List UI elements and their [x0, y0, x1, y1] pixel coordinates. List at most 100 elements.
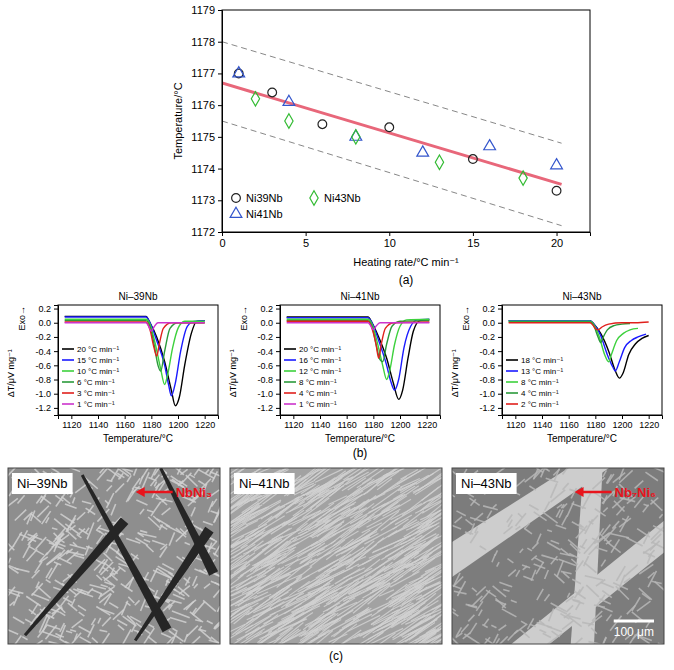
tick-label: 1160	[559, 420, 578, 430]
micrograph-texture	[614, 501, 625, 512]
micrograph-texture	[73, 542, 77, 546]
legend-label: Ni39Nb	[246, 192, 283, 204]
micrograph-texture	[107, 480, 113, 481]
micrograph-texture	[592, 515, 598, 521]
tick-label: 0.0	[38, 318, 51, 328]
micrograph-texture	[350, 508, 366, 519]
micrograph-texture	[70, 545, 87, 549]
micrograph-texture	[73, 555, 84, 558]
micrograph-texture	[66, 631, 72, 633]
micrograph-texture	[523, 566, 527, 570]
micrograph-texture	[476, 587, 485, 596]
micrograph-texture	[563, 483, 569, 490]
tick: -0.6	[257, 361, 280, 371]
micrograph-texture	[230, 534, 256, 551]
xticks-axis: 05101520	[219, 232, 590, 249]
micrograph-texture	[92, 638, 98, 643]
micrograph-texture	[100, 468, 107, 473]
tick-mark	[595, 415, 596, 419]
tick-mark	[151, 415, 152, 419]
tick: -0.4	[257, 347, 280, 357]
micrograph-texture	[305, 617, 332, 637]
micrograph-texture	[8, 589, 23, 593]
tick-label: -1.2	[479, 403, 495, 413]
arrow	[581, 491, 612, 494]
micrograph-texture	[507, 559, 513, 563]
tick-mark	[276, 394, 280, 395]
micrograph-texture	[470, 531, 478, 543]
tick: 1200	[612, 415, 632, 430]
micrograph-texture	[230, 556, 242, 565]
tick-label: 1220	[195, 420, 215, 430]
micrograph-texture	[551, 490, 565, 502]
micrograph-texture	[480, 590, 490, 602]
micrograph-texture	[199, 629, 211, 639]
legend-label: 2 °C min⁻¹	[521, 400, 559, 409]
tick: -0.8	[35, 375, 58, 385]
micrograph-texture	[116, 468, 131, 475]
micrograph-texture	[415, 563, 442, 588]
micrograph-texture	[251, 516, 284, 536]
micrograph-texture	[255, 591, 280, 609]
micrograph-texture	[138, 533, 156, 537]
tick: -1.2	[479, 403, 502, 413]
micrograph-texture	[136, 500, 147, 505]
micrograph-texture	[77, 534, 82, 538]
micrograph-texture	[579, 524, 584, 528]
tick-mark	[205, 415, 206, 419]
micrograph-texture	[415, 469, 442, 495]
tick-mark	[54, 365, 58, 366]
micrograph-texture	[539, 621, 544, 625]
tick: 1120	[284, 415, 303, 430]
micrograph-texture	[190, 475, 195, 478]
micrograph-texture	[524, 523, 529, 528]
micrograph-texture	[29, 609, 36, 614]
micrograph-texture	[534, 512, 547, 521]
micrograph-texture	[425, 604, 442, 621]
legend-line	[284, 403, 296, 405]
micrograph-texture	[8, 628, 18, 634]
micrograph-texture	[495, 550, 498, 555]
tick: 1220	[195, 415, 215, 430]
tick-mark	[218, 137, 222, 138]
micrograph-texture	[154, 482, 156, 487]
micrograph-texture	[589, 521, 594, 524]
tick-label: 10	[384, 237, 396, 249]
legend-label: 6 °C min⁻¹	[77, 378, 115, 387]
micrograph-texture	[353, 581, 372, 593]
micrograph-texture	[323, 487, 361, 516]
tick: 1172	[191, 226, 222, 238]
micrograph-texture	[327, 624, 357, 644]
micrograph-texture	[86, 508, 96, 514]
micrograph-texture	[528, 618, 534, 629]
tick: -0.2	[479, 332, 502, 342]
tick-mark	[498, 337, 502, 338]
micrograph-ground	[230, 468, 442, 644]
micrograph-texture	[525, 471, 540, 483]
micrograph-texture	[299, 554, 314, 564]
micrograph-texture	[328, 496, 347, 505]
micrograph-texture	[102, 617, 111, 626]
micrograph-texture	[159, 524, 162, 530]
micrograph-texture	[248, 573, 280, 593]
micrograph-texture	[487, 511, 492, 519]
micrograph-texture	[357, 478, 372, 487]
plot-frame	[502, 305, 662, 415]
legend-line	[506, 359, 518, 361]
tick-label: -0.6	[479, 361, 495, 371]
micrograph-texture	[600, 638, 606, 644]
axis-line	[503, 416, 663, 420]
tick-mark	[276, 408, 280, 409]
micrograph-texture	[416, 576, 442, 600]
tick-label: -1.2	[257, 403, 273, 413]
micrograph-texture	[46, 517, 49, 523]
legend-line	[506, 392, 518, 394]
micrograph-texture	[246, 592, 288, 615]
micrograph-texture	[104, 582, 112, 585]
micrograph-texture	[278, 602, 316, 623]
micrograph-texture	[494, 638, 499, 644]
micrograph-texture	[67, 515, 76, 531]
yticks-axis: 11721173117411751176117711781179	[191, 4, 222, 238]
micrograph-texture	[603, 495, 607, 504]
tick-label: 1180	[586, 420, 605, 430]
